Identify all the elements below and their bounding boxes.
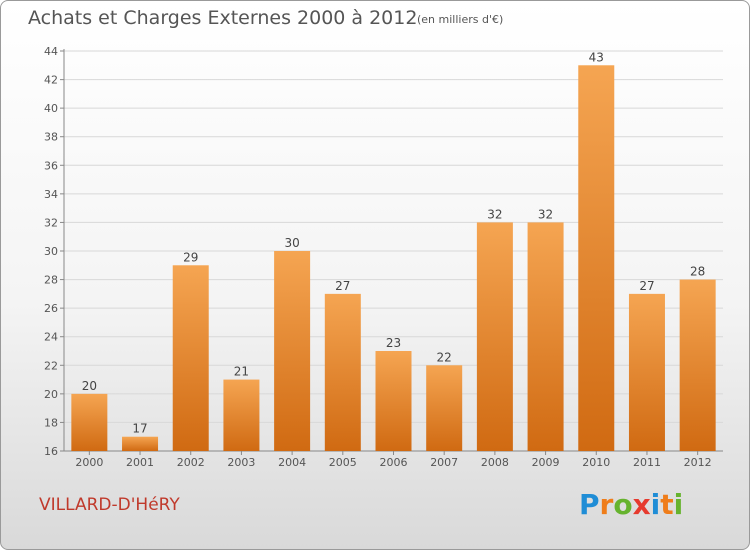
value-label-2000: 20 (82, 379, 97, 393)
bar-2008 (476, 222, 513, 451)
value-label-2007: 22 (437, 350, 452, 364)
logo-letter: t (660, 488, 674, 521)
bar-2001 (122, 436, 159, 451)
x-tick-label-2010: 2010 (582, 456, 610, 469)
y-tick-label: 16 (44, 445, 58, 458)
value-label-2002: 29 (183, 250, 198, 264)
y-tick-label: 26 (44, 302, 58, 315)
x-tick-label-2001: 2001 (126, 456, 154, 469)
x-tick-label-2005: 2005 (329, 456, 357, 469)
bar-2009 (527, 222, 564, 451)
x-tick-label-2008: 2008 (481, 456, 509, 469)
y-tick-label: 34 (44, 188, 58, 201)
y-tick-label: 28 (44, 274, 58, 287)
value-label-2009: 32 (538, 207, 553, 221)
x-tick-label-2007: 2007 (430, 456, 458, 469)
value-label-2011: 27 (639, 279, 654, 293)
value-label-2001: 17 (132, 422, 147, 436)
x-tick-label-2004: 2004 (278, 456, 306, 469)
city-name: VILLARD-D'HéRY (39, 495, 180, 515)
labels: 16 18 20 22 24 26 28 30 32 34 36 38 40 42 44 20 2000 17 20… (44, 45, 712, 469)
bar-2002 (172, 265, 209, 451)
y-tick-label: 40 (44, 102, 58, 115)
x-tick-label-2012: 2012 (684, 456, 712, 469)
x-tick-label-2006: 2006 (380, 456, 408, 469)
y-tick-label: 30 (44, 245, 58, 258)
bar-2004 (274, 251, 311, 451)
y-tick-label: 20 (44, 388, 58, 401)
value-label-2012: 28 (690, 265, 705, 279)
y-tick-label: 36 (44, 159, 58, 172)
bar-2003 (223, 379, 260, 451)
value-label-2010: 43 (589, 50, 604, 64)
chart-subtitle: (en milliers d'€) (417, 13, 504, 26)
logo-letter: o (613, 488, 633, 521)
x-tick-label-2002: 2002 (177, 456, 205, 469)
logo-letter: P (579, 488, 600, 521)
bar-2012 (679, 279, 716, 451)
bars (71, 65, 716, 452)
proxiti-logo: Proxiti (579, 488, 683, 521)
y-tick-label: 24 (44, 331, 58, 344)
logo-letter: x (632, 488, 651, 521)
x-tick-label-2011: 2011 (633, 456, 661, 469)
y-tick-label: 32 (44, 216, 58, 229)
bar-2005 (324, 293, 361, 451)
bar-2000 (71, 393, 108, 451)
x-tick-label-2009: 2009 (532, 456, 560, 469)
y-tick-label: 44 (44, 45, 58, 58)
value-label-2006: 23 (386, 336, 401, 350)
y-tick-label: 18 (44, 416, 58, 429)
value-label-2005: 27 (335, 279, 350, 293)
value-label-2008: 32 (487, 207, 502, 221)
logo-letter: i (673, 488, 684, 521)
bar-2011 (628, 293, 665, 451)
x-tick-label-2003: 2003 (227, 456, 255, 469)
value-label-2004: 30 (284, 236, 299, 250)
y-tick-label: 38 (44, 131, 58, 144)
chart-title: Achats et Charges Externes 2000 à 2012 (28, 7, 418, 29)
logo-letter: r (599, 488, 614, 521)
y-tick-label: 42 (44, 74, 58, 87)
logo-letter: i (650, 488, 661, 521)
x-tick-label-2000: 2000 (75, 456, 103, 469)
value-label-2003: 21 (234, 365, 249, 379)
y-tick-label: 22 (44, 359, 58, 372)
bar-2006 (375, 351, 412, 451)
bar-2010 (578, 65, 615, 452)
bar-2007 (426, 365, 463, 451)
